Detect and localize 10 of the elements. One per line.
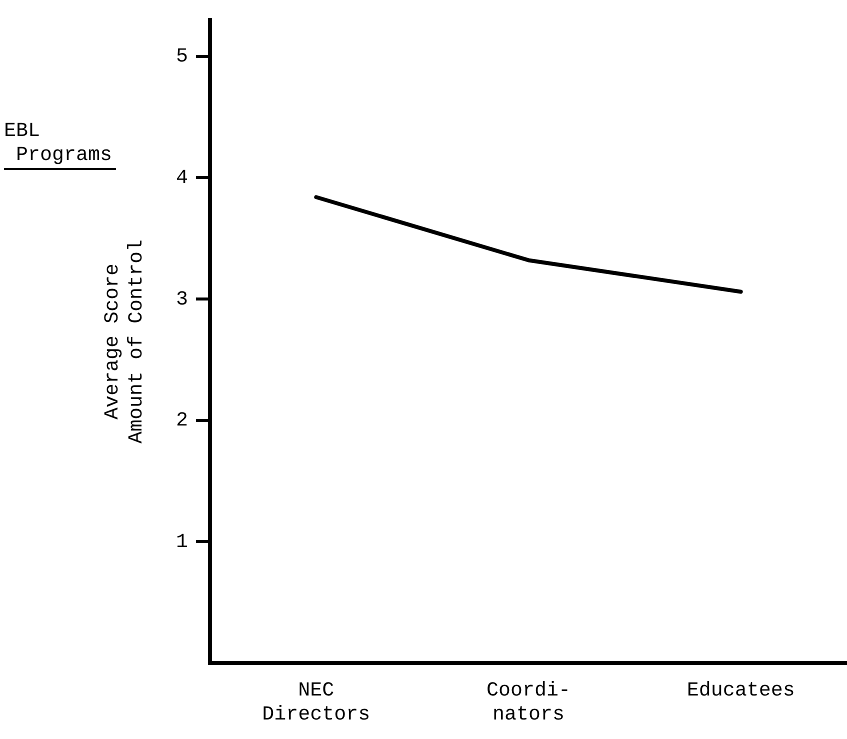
- y-tick-label: 4: [176, 167, 188, 190]
- x-tick-label: Coordi- nators: [486, 679, 571, 726]
- text: EBL Programs: [4, 120, 116, 170]
- y-tick-label: 3: [176, 288, 188, 312]
- y-axis-title: Average Score Amount of Control: [101, 239, 148, 444]
- y-tick-label: 5: [176, 46, 188, 69]
- x-tick-label: Educatees: [686, 679, 795, 702]
- x-tick-label: NEC Directors: [262, 679, 370, 726]
- y-tick-label: 1: [176, 530, 188, 554]
- y-tick-label: 2: [176, 410, 188, 433]
